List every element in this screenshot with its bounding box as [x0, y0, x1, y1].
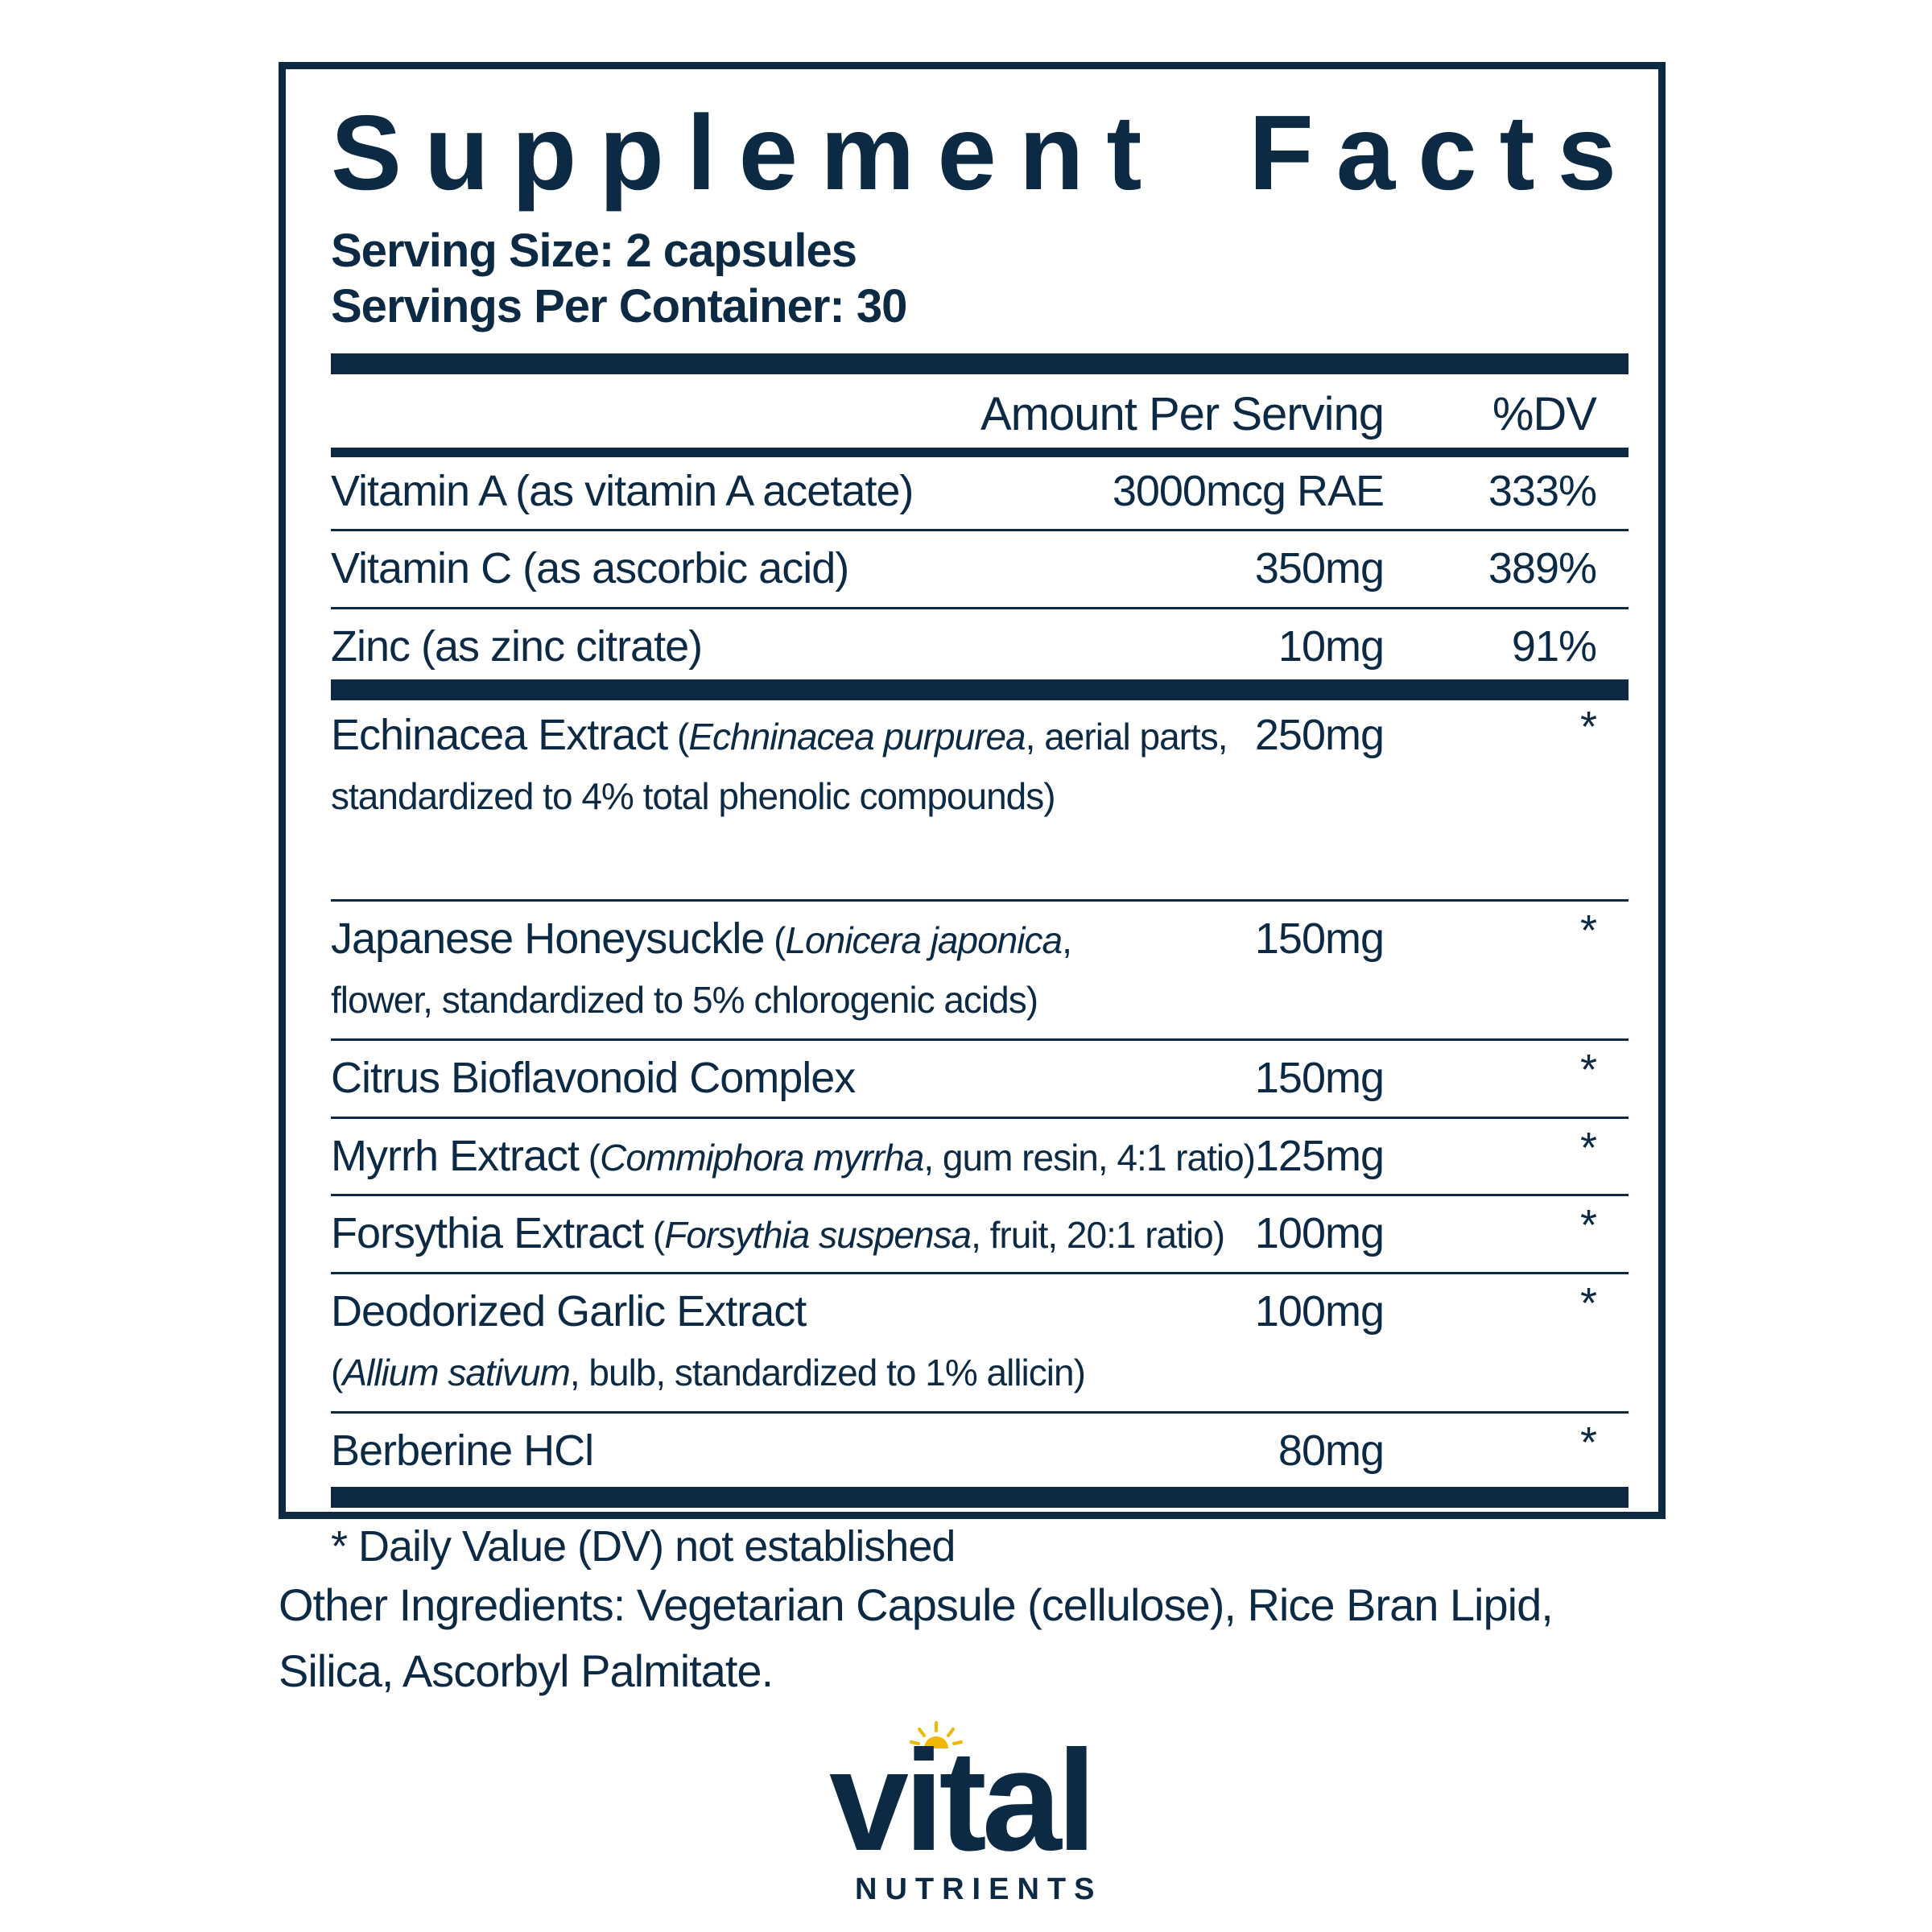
ingredient-detail: , [1062, 919, 1072, 961]
nutrient-amount: 3000mcg RAE [1112, 467, 1385, 515]
ingredient-amount: 150mg [1254, 914, 1385, 963]
ingredient-name-main: Forsythia Extract [331, 1209, 644, 1257]
ingredient-dv: * [1579, 703, 1597, 751]
ingredient-dv: * [1579, 1279, 1597, 1327]
ingredient-dv: * [1579, 1418, 1597, 1467]
column-header-dv: %DV [1492, 388, 1597, 440]
ingredient-name: Echinacea Extract (Echninacea purpurea, … [331, 705, 1228, 827]
row-divider [331, 1272, 1629, 1274]
sun-icon [910, 1721, 963, 1748]
nutrient-name: Zinc (as zinc citrate) [331, 622, 703, 671]
medium-divider [331, 448, 1629, 457]
ingredient-amount: 100mg [1254, 1209, 1385, 1257]
title-word-1: Supplement [331, 93, 1165, 212]
thick-divider-middle [331, 679, 1629, 700]
ingredient-dv: * [1579, 1201, 1597, 1249]
ingredient-open-paren: ( [331, 1351, 343, 1393]
ingredient-detail-line2: standardized to 4% total phenolic compou… [331, 774, 1056, 817]
ingredient-open-paren: ( [764, 919, 786, 961]
ingredient-amount: 100mg [1254, 1287, 1385, 1335]
ingredient-dv: * [1579, 1124, 1597, 1172]
ingredient-dv: * [1579, 1046, 1597, 1094]
ingredient-detail: , bulb, standardized to 1% allicin) [569, 1351, 1086, 1393]
ingredient-name: Japanese Honeysuckle (Lonicera japonica,… [331, 909, 1072, 1030]
ingredient-scientific-name: Forsythia suspensa [664, 1214, 972, 1256]
row-divider [331, 899, 1629, 902]
ingredient-detail: , fruit, 20:1 ratio) [971, 1214, 1225, 1256]
title-word-2: Facts [1249, 93, 1639, 212]
nutrient-dv: 91% [1511, 622, 1597, 671]
ingredient-detail: , aerial parts, [1025, 716, 1228, 758]
ingredient-detail-line2: (Allium sativum, bulb, standardized to 1… [331, 1343, 1086, 1403]
daily-value-footnote: * Daily Value (DV) not established [331, 1522, 956, 1571]
row-divider [331, 1038, 1629, 1041]
ingredient-name-main: Japanese Honeysuckle [331, 914, 765, 963]
nutrient-dv: 333% [1488, 467, 1597, 515]
row-divider [331, 1194, 1629, 1196]
brand-logo: vital NUTRIENTS [829, 1719, 1119, 1905]
supplement-facts-panel: Supplement Facts Serving Size: 2 capsule… [279, 62, 1666, 1568]
ingredient-open-paren: ( [579, 1137, 601, 1179]
brand-wordmark: vital [829, 1720, 1096, 1880]
row-divider [331, 1117, 1629, 1119]
nutrient-dv: 389% [1488, 544, 1597, 592]
ingredient-name: Citrus Bioflavonoid Complex [331, 1054, 856, 1102]
ingredient-amount: 80mg [1278, 1426, 1385, 1475]
ingredient-scientific-name: Allium sativum [342, 1351, 571, 1393]
ingredient-detail-line2: flower, standardized to 5% chlorogenic a… [331, 978, 1038, 1021]
ingredient-open-paren: ( [667, 716, 689, 758]
ingredient-open-paren: ( [643, 1214, 665, 1256]
ingredient-name: Deodorized Garlic Extract (Allium sativu… [331, 1282, 1086, 1403]
other-ingredients: Other Ingredients: Vegetarian Capsule (c… [279, 1579, 1554, 1696]
ingredient-amount: 250mg [1254, 711, 1385, 759]
ingredient-name: Berberine HCl [331, 1426, 594, 1475]
servings-per-container: Servings Per Container: 30 [331, 280, 907, 332]
row-divider [331, 529, 1629, 531]
thick-divider-bottom [331, 1487, 1629, 1508]
ingredient-name-main: Myrrh Extract [331, 1132, 580, 1180]
ingredient-name: Forsythia Extract (Forsythia suspensa, f… [331, 1203, 1225, 1265]
brand-subtitle: NUTRIENTS [855, 1872, 1103, 1906]
nutrient-name: Vitamin A (as vitamin A acetate) [331, 467, 914, 515]
nutrient-name: Vitamin C (as ascorbic acid) [331, 544, 849, 592]
row-divider [331, 607, 1629, 609]
panel-title: Supplement Facts [331, 100, 1639, 206]
serving-size: Serving Size: 2 capsules [331, 225, 857, 277]
nutrient-amount: 10mg [1278, 622, 1385, 671]
ingredient-detail: , gum resin, 4:1 ratio) [923, 1137, 1256, 1179]
ingredient-scientific-name: Echninacea purpurea [688, 716, 1026, 758]
ingredient-scientific-name: Commiphora myrrha [600, 1137, 924, 1179]
ingredient-name-main: Deodorized Garlic Extract [331, 1287, 807, 1335]
nutrient-amount: 350mg [1254, 544, 1385, 592]
ingredient-amount: 150mg [1254, 1054, 1385, 1102]
ingredient-dv: * [1579, 906, 1597, 955]
ingredient-scientific-name: Lonicera japonica [785, 919, 1063, 961]
ingredient-amount: 125mg [1254, 1132, 1385, 1180]
ingredient-name: Myrrh Extract (Commiphora myrrha, gum re… [331, 1126, 1256, 1187]
thick-divider-top [331, 353, 1629, 374]
ingredient-name-main: Echinacea Extract [331, 711, 668, 759]
row-divider [331, 1411, 1629, 1414]
column-header-amount: Amount Per Serving [980, 388, 1385, 440]
